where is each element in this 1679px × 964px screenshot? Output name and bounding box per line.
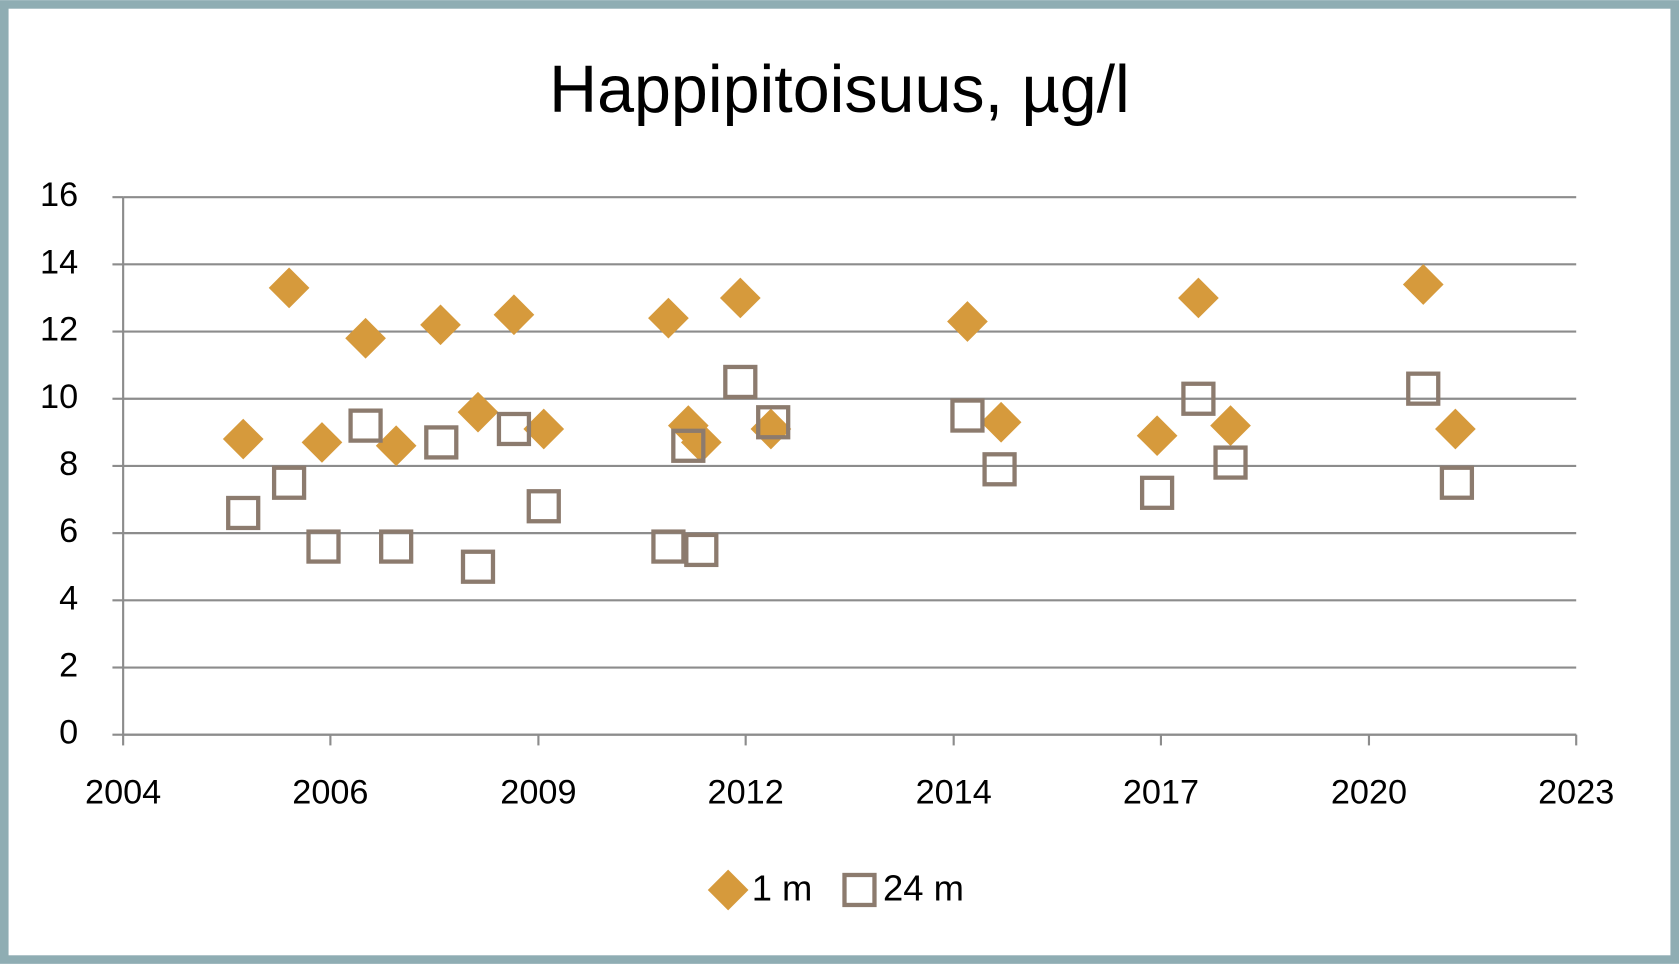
point [982, 452, 1017, 487]
point [268, 267, 310, 309]
y-tick-label: 2 [59, 647, 78, 685]
point [493, 294, 535, 336]
y-tick-label: 12 [40, 311, 78, 349]
y-tick-label: 8 [59, 445, 78, 483]
point [671, 428, 706, 463]
point [271, 465, 307, 500]
point [496, 411, 532, 447]
point [348, 408, 383, 443]
point [301, 422, 343, 463]
legend-label: 1 m [752, 868, 813, 909]
point [756, 405, 791, 440]
legend-label: 24 m [883, 868, 964, 909]
point [1402, 264, 1444, 305]
point [375, 425, 417, 467]
y-tick-label: 16 [40, 176, 78, 214]
point [523, 408, 565, 450]
point [460, 549, 496, 584]
y-tick-label: 4 [59, 579, 78, 617]
point [1181, 381, 1216, 416]
point [1139, 475, 1175, 510]
point [684, 532, 719, 568]
legend-marker [842, 872, 877, 908]
point [457, 391, 499, 433]
x-tick-label: 2017 [1123, 774, 1199, 812]
point [648, 297, 689, 339]
y-tick-label: 0 [59, 714, 78, 752]
x-tick-label: 2006 [292, 774, 368, 812]
point [226, 495, 261, 531]
point [345, 317, 386, 359]
point [222, 418, 264, 460]
y-tick-label: 14 [40, 243, 78, 281]
chart-title: Happipitoisuus, µg/l [549, 53, 1130, 127]
x-tick-label: 2023 [1538, 774, 1614, 812]
point [719, 277, 761, 319]
point [379, 529, 414, 564]
point [424, 425, 459, 460]
point [526, 489, 561, 524]
point [1439, 465, 1475, 500]
point [950, 398, 985, 433]
y-tick-label: 10 [40, 378, 78, 416]
x-tick-label: 2004 [85, 774, 161, 812]
x-tick-label: 2014 [916, 774, 992, 812]
point [651, 529, 686, 564]
point [420, 304, 461, 346]
x-tick-label: 2009 [500, 774, 576, 812]
x-tick-label: 2020 [1331, 774, 1407, 812]
point [723, 364, 758, 400]
y-tick-label: 6 [59, 512, 78, 550]
point [1213, 445, 1248, 480]
x-tick-label: 2012 [708, 774, 784, 812]
point [1406, 371, 1441, 406]
point [306, 529, 341, 564]
